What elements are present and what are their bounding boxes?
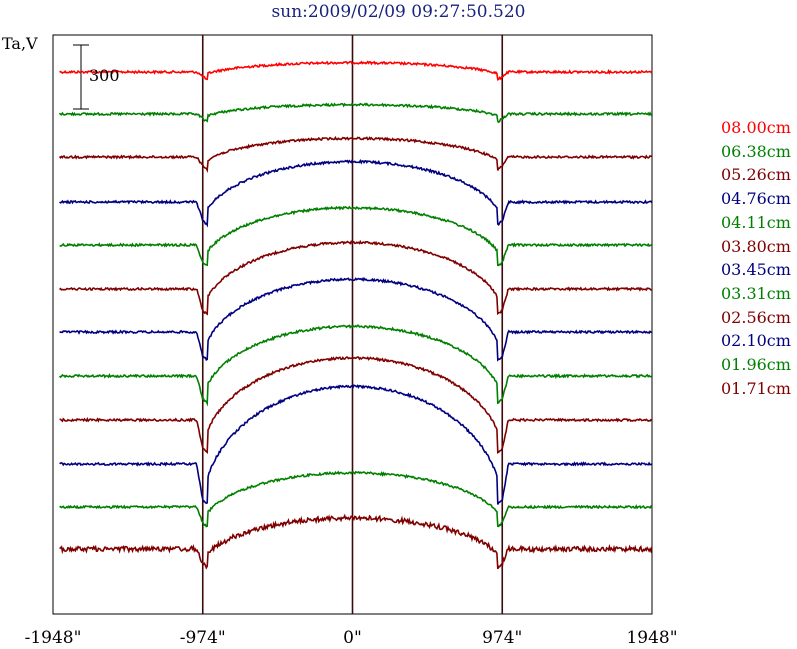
legend-item: 03.31cm bbox=[721, 283, 791, 303]
series-line-02.10cm bbox=[59, 384, 652, 505]
legend-item: 04.76cm bbox=[721, 189, 791, 209]
legend-item: 03.80cm bbox=[721, 236, 791, 256]
series-line-01.71cm bbox=[59, 513, 653, 570]
series-line-04.76cm bbox=[59, 158, 653, 228]
series-line-01.96cm bbox=[59, 470, 653, 528]
scale-bar-label: 300 bbox=[89, 66, 120, 85]
series-line-05.26cm bbox=[58, 135, 652, 174]
legend-item: 08.00cm bbox=[721, 118, 791, 137]
legend-item: 02.56cm bbox=[721, 307, 791, 327]
x-tick-label: 0" bbox=[343, 628, 362, 648]
series-line-03.45cm bbox=[59, 276, 653, 362]
y-axis-label: Ta,V bbox=[2, 34, 38, 53]
legend-item: 01.71cm bbox=[721, 378, 791, 398]
legend-item: 04.11cm bbox=[721, 212, 791, 232]
series-line-08.00cm bbox=[59, 60, 653, 81]
series-line-04.11cm bbox=[59, 205, 653, 267]
series-line-03.80cm bbox=[59, 239, 652, 316]
legend-item: 06.38cm bbox=[721, 141, 791, 161]
legend-item: 01.96cm bbox=[721, 355, 791, 375]
chart-title: sun:2009/02/09 09:27:50.520 bbox=[271, 2, 526, 22]
legend: 08.00cm 06.38cm 05.26cm 04.76cm 04.11cm 03.80… bbox=[721, 116, 791, 400]
x-tick-label: 974" bbox=[482, 628, 523, 648]
x-tick-label: -1948" bbox=[24, 628, 82, 648]
series-line-03.31cm bbox=[58, 324, 653, 407]
series-line-06.38cm bbox=[58, 102, 653, 124]
legend-item: 02.10cm bbox=[721, 331, 791, 351]
legend-item: 05.26cm bbox=[721, 165, 791, 185]
x-tick-label: 1948" bbox=[626, 628, 678, 648]
series-line-02.56cm bbox=[59, 355, 653, 455]
legend-item: 03.45cm bbox=[721, 260, 791, 280]
x-tick-label: -974" bbox=[179, 628, 226, 648]
